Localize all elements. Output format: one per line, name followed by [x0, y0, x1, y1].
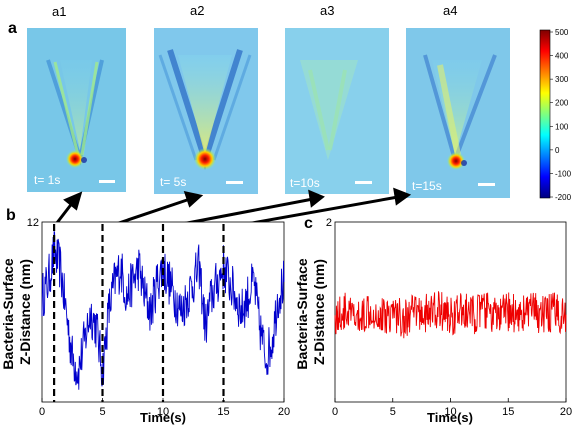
plot-b-ylabel-line2: Z-Distance (nm) — [17, 259, 33, 365]
image-a4: t=15s — [406, 28, 510, 198]
image-a3: t=10s — [285, 28, 389, 194]
data-series-line — [334, 291, 567, 339]
x-tick-label: 15 — [217, 406, 229, 418]
image-a1-time: t= 1s — [34, 173, 60, 187]
image-a1-label: a1 — [52, 4, 66, 19]
panel-c-letter: c — [304, 215, 313, 232]
x-tick-label: 0 — [332, 406, 338, 418]
image-a2-time: t= 5s — [160, 175, 186, 189]
plot-c-ylabel-line2: Z-Distance (nm) — [311, 259, 327, 365]
colorbar-tick-label: -100 — [555, 169, 572, 178]
image-a3-time: t=10s — [290, 176, 320, 190]
image-a3-label: a3 — [320, 3, 334, 18]
panel-a-letter: a — [8, 20, 17, 37]
panel-b-letter: b — [6, 207, 16, 224]
x-tick-label: 0 — [39, 406, 45, 418]
x-tick-label: 10 — [444, 406, 456, 418]
x-tick-label: 20 — [560, 406, 572, 418]
image-a2: t= 5s — [154, 28, 258, 194]
image-a4-label: a4 — [443, 3, 457, 18]
scale-bar — [355, 181, 372, 184]
scale-bar — [226, 181, 243, 184]
colorbar-tick-label: 400 — [555, 52, 569, 61]
plot-c: 0 5 10 15 20 2 Time(s) Bacteria-Surface Z-Di… — [294, 217, 572, 425]
x-tick-label: 20 — [278, 406, 290, 418]
image-a2-label: a2 — [190, 3, 204, 18]
x-tick-label: 5 — [99, 406, 105, 418]
colorbar-tick-label: 0 — [555, 146, 560, 155]
scale-bar — [478, 183, 495, 186]
x-tick-label: 10 — [157, 406, 169, 418]
image-a4-time: t=15s — [412, 179, 442, 193]
y-tick-label: 2 — [326, 217, 332, 229]
image-a1: t= 1s — [27, 28, 126, 192]
plot-c-ylabel: Bacteria-Surface Z-Distance (nm) — [294, 254, 327, 369]
scale-bar — [99, 180, 115, 183]
plot-b: 0 5 10 15 20 12 Time(s) Bacteria-Surface Z-D… — [0, 217, 290, 425]
colorbar-tick-label: 300 — [555, 75, 569, 84]
plot-b-ylabel-line1: Bacteria-Surface — [0, 258, 16, 369]
plot-b-xlabel: Time(s) — [140, 410, 186, 425]
x-tick-label: 5 — [390, 406, 396, 418]
colorbar-tick-label: 100 — [555, 122, 569, 131]
plot-b-ylabel: Bacteria-Surface Z-Distance (nm) — [0, 254, 33, 369]
plot-c-ylabel-line1: Bacteria-Surface — [294, 258, 310, 369]
y-tick-label: 12 — [27, 217, 39, 229]
colorbar-tick-label: -200 — [555, 193, 572, 202]
colorbar-tick-label: 500 — [555, 28, 569, 37]
x-tick-label: 15 — [502, 406, 514, 418]
colorbar: 500 400 300 200 100 0 -100 -200 — [539, 28, 572, 202]
plot-c-xlabel: Time(s) — [427, 410, 473, 425]
colorbar-tick-label: 200 — [555, 99, 569, 108]
